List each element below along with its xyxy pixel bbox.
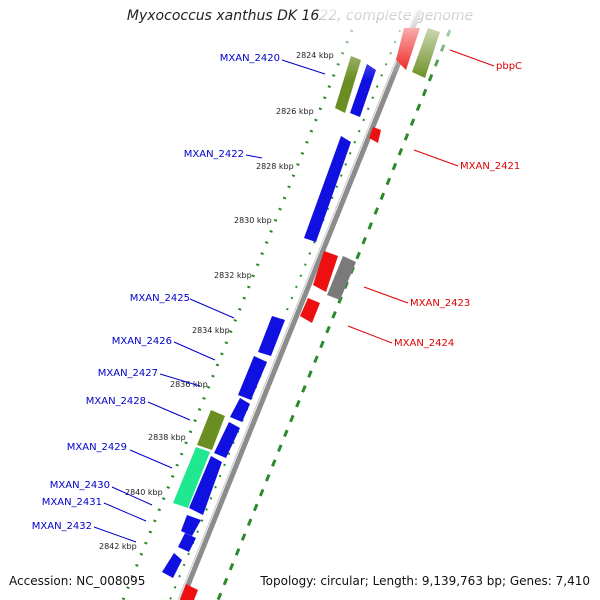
leader-line: [159, 373, 201, 387]
tick-label: 2842 kbp: [99, 542, 137, 551]
leader-line: [189, 298, 235, 319]
gene-label-mxan-2422[interactable]: MXAN_2422: [184, 149, 244, 160]
forward-gene-labels: MXAN_2420 MXAN_2422 MXAN_2425 MXAN_2426 …: [32, 53, 280, 532]
gene-label-mxan-2425[interactable]: MXAN_2425: [130, 293, 190, 304]
gene-label-mxan-2420[interactable]: MXAN_2420: [220, 53, 280, 64]
tick-label: 2836 kbp: [170, 380, 208, 389]
gene-mxan-2428[interactable]: [214, 422, 240, 458]
leader-line: [413, 149, 459, 167]
gene-label-mxan-2428[interactable]: MXAN_2428: [86, 396, 146, 407]
tick-label: 2840 kbp: [125, 488, 163, 497]
feature-olive-mxan-2428[interactable]: [197, 410, 225, 450]
reverse-leader-lines: [347, 49, 495, 344]
reverse-gene-labels: pbpC MXAN_2421 MXAN_2423 MXAN_2424: [394, 61, 522, 349]
gene-mxan-2427[interactable]: [230, 398, 250, 422]
gene-label-mxan-2427[interactable]: MXAN_2427: [98, 368, 158, 379]
tick-label: 2828 kbp: [256, 162, 294, 171]
gene-label-mxan-2421[interactable]: MXAN_2421: [460, 161, 520, 172]
genome-summary-text: Topology: circular; Length: 9,139,763 bp…: [260, 574, 590, 588]
gene-mxan-2423[interactable]: [313, 251, 338, 292]
gene-label-mxan-2426[interactable]: MXAN_2426: [112, 336, 172, 347]
tick-label: 2824 kbp: [296, 51, 334, 60]
tick-label: 2826 kbp: [276, 107, 314, 116]
gene-label-pbpc[interactable]: pbpC: [496, 61, 522, 72]
leader-line: [245, 154, 263, 159]
tick-label: 2830 kbp: [234, 216, 272, 225]
leader-line: [103, 502, 147, 522]
gene-mxan-2429[interactable]: [189, 456, 222, 515]
gene-mxan-2431[interactable]: [178, 533, 196, 552]
outer-dotted-ring: [121, 29, 354, 600]
leader-line: [111, 486, 153, 506]
leader-line: [173, 341, 216, 361]
inner-dotted-ring: [216, 29, 452, 600]
gene-mxan-2432[interactable]: [162, 553, 182, 578]
position-ticks: 2824 kbp 2826 kbp 2828 kbp 2830 kbp 2832…: [99, 51, 334, 551]
gene-label-mxan-2429[interactable]: MXAN_2429: [67, 442, 127, 453]
gene-mxan-2424[interactable]: [300, 298, 320, 323]
leader-line: [93, 526, 137, 543]
gene-label-mxan-2424[interactable]: MXAN_2424: [394, 338, 454, 349]
leader-line: [363, 286, 409, 304]
feature-teal-mxan-2429[interactable]: [173, 447, 210, 508]
gene-mxan-2426[interactable]: [238, 356, 267, 400]
gene-mxan-2421[interactable]: [369, 127, 381, 143]
leader-line: [347, 325, 393, 344]
forward-leader-lines: [93, 59, 326, 543]
leader-line: [281, 59, 326, 75]
tick-label: 2834 kbp: [192, 326, 230, 335]
gene-mxan-2430[interactable]: [181, 515, 201, 536]
leader-line: [449, 49, 495, 67]
gene-mxan-2422[interactable]: [304, 136, 351, 242]
leader-line: [147, 401, 191, 421]
tick-label: 2838 kbp: [148, 433, 186, 442]
gene-partial-bottom[interactable]: [180, 584, 198, 600]
gene-label-mxan-2423[interactable]: MXAN_2423: [410, 298, 470, 309]
genome-backbone-highlight: [177, 9, 417, 600]
leader-line: [129, 449, 173, 469]
accession-text: Accession: NC_008095: [9, 574, 146, 588]
gene-label-mxan-2431[interactable]: MXAN_2431: [42, 497, 102, 508]
top-fade: [320, 0, 480, 80]
gene-mxan-2425[interactable]: [258, 316, 285, 356]
tick-label: 2832 kbp: [214, 271, 252, 280]
genome-backbone: [179, 9, 423, 600]
rna-mxan-2423[interactable]: [327, 256, 356, 300]
gene-label-mxan-2430[interactable]: MXAN_2430: [50, 480, 110, 491]
gene-label-mxan-2432[interactable]: MXAN_2432: [32, 521, 92, 532]
